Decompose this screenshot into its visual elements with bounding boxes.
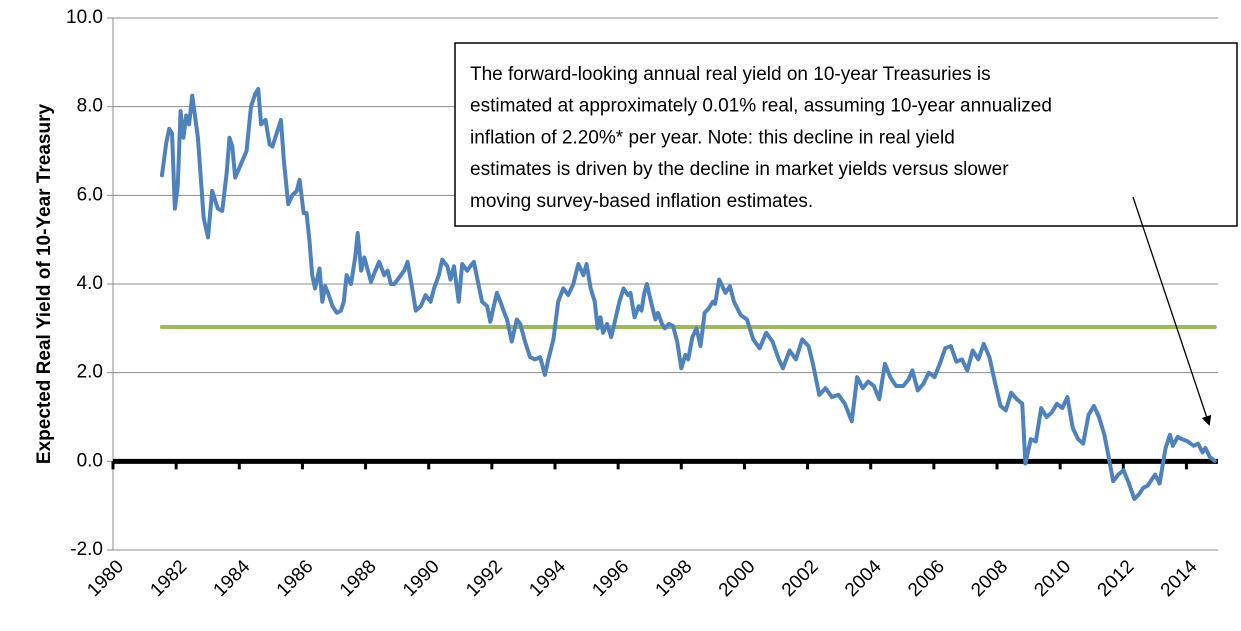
- annotation-line: The forward-looking annual real yield on…: [470, 64, 991, 85]
- annotation-box: [454, 42, 1238, 227]
- annotation: The forward-looking annual real yield on…: [454, 42, 1238, 426]
- x-tick-label: 1994: [525, 556, 570, 601]
- y-tick-label: 6.0: [77, 184, 103, 205]
- x-tick-label: 2014: [1157, 556, 1202, 601]
- y-tick-label: 10.0: [66, 7, 103, 28]
- annotation-line: inflation of 2.20%* per year. Note: this…: [470, 127, 955, 148]
- y-tick-label: 2.0: [77, 362, 103, 383]
- y-tick-label: 8.0: [77, 96, 103, 117]
- annotation-line: estimates is driven by the decline in ma…: [470, 159, 1009, 180]
- annotation-arrow: [1132, 196, 1212, 426]
- y-tick-label: -2.0: [70, 539, 103, 560]
- x-tick-label: 2006: [904, 556, 949, 601]
- annotation-line: estimated at approximately 0.01% real, a…: [470, 96, 1052, 117]
- data-line: [159, 86, 1217, 502]
- x-tick-label: 1984: [210, 556, 255, 601]
- y-tick-label: 4.0: [77, 273, 103, 294]
- x-tick-label: 1982: [146, 556, 191, 601]
- x-tick-label: 1988: [336, 556, 381, 601]
- x-tick-label: 2004: [841, 556, 886, 601]
- x-tick-label: 1980: [83, 556, 128, 601]
- x-tick-label: 2012: [1094, 556, 1139, 601]
- x-tick-label: 2002: [778, 556, 823, 601]
- x-tick-label: 2010: [1030, 556, 1075, 601]
- x-tick-label: 1986: [273, 556, 318, 601]
- x-tick-label: 1998: [652, 556, 697, 601]
- x-tick-label: 2008: [967, 556, 1012, 601]
- x-tick-label: 1992: [462, 556, 507, 601]
- y-axis-label: Expected Real Yield of 10-Year Treasury: [34, 104, 55, 465]
- y-tick-label: 0.0: [77, 450, 103, 471]
- annotation-line: moving survey-based inflation estimates.: [470, 191, 813, 212]
- x-tick-label: 1990: [399, 556, 444, 601]
- x-tick-label: 2000: [715, 556, 760, 601]
- x-tick-label: 1996: [588, 556, 633, 601]
